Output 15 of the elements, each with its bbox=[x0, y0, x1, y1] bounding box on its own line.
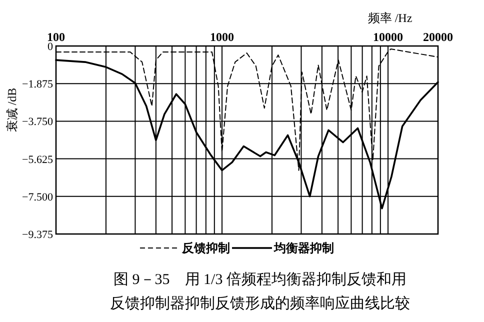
y-tick-label: −7.500 bbox=[22, 191, 54, 204]
x-axis-title: 频率 /Hz bbox=[368, 11, 412, 25]
y-tick-label: −3.750 bbox=[22, 116, 54, 128]
y-axis-title: 衰减 /dB bbox=[5, 88, 19, 132]
y-tick-label: −9.375 bbox=[22, 229, 54, 241]
caption: 图 9－35 用 1/3 倍频程均衡器抑制反馈和用反馈抑制器抑制反馈形成的频率响应曲线比较 bbox=[110, 270, 410, 314]
x-tick-label: 10000 bbox=[373, 30, 404, 44]
y-tick-label: −5.625 bbox=[22, 154, 54, 166]
x-tick-label: 100 bbox=[47, 30, 65, 44]
legend-label: 反馈抑制 bbox=[181, 241, 230, 255]
y-tick-label: −1.875 bbox=[22, 78, 54, 91]
x-tick-label: 1000 bbox=[210, 30, 234, 44]
y-tick-label: 0 bbox=[48, 41, 54, 53]
legend-label: 均衡器抑制 bbox=[273, 241, 334, 255]
x-tick-label: 20000 bbox=[423, 30, 453, 44]
